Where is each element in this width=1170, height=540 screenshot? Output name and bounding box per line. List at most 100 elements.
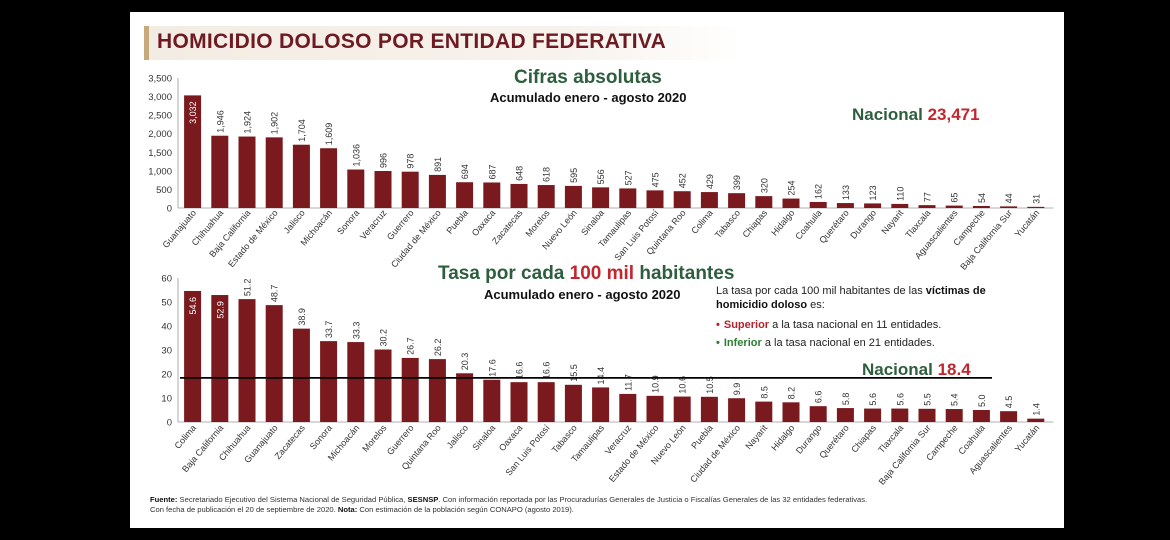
chart2-category-label: Ciudad de México <box>688 423 742 485</box>
chart2-subheading: Acumulado enero - agosto 2020 <box>484 287 681 302</box>
chart2-bar <box>891 408 909 422</box>
chart2-category-label: Puebla <box>689 423 715 451</box>
chart1-bar <box>1000 206 1018 208</box>
chart2-value-label: 6.6 <box>814 391 824 404</box>
chart2-bar <box>782 402 800 422</box>
bullet-inferior-text: a la tasa nacional en 21 entidades. <box>764 337 935 349</box>
chart2-value-label: 14.4 <box>596 367 606 385</box>
chart2-bar <box>265 305 283 422</box>
chart1-bar <box>864 203 882 208</box>
chart2-category-label: Nayarit <box>743 422 769 451</box>
chart1-value-label: 110 <box>895 187 905 201</box>
chart1-bar <box>428 174 446 208</box>
chart1-y-tick: 1,500 <box>148 148 172 159</box>
chart2-value-label: 8.2 <box>787 387 797 400</box>
chart1-y-tick: 3,500 <box>148 74 172 85</box>
chart2-value-label: 30.2 <box>379 329 389 347</box>
chart1-value-label: 54 <box>977 193 987 203</box>
bullet-superior: • Superior a la tasa nacional en 11 entid… <box>716 319 942 331</box>
chart1-value-label: 1,036 <box>351 144 361 167</box>
chart2-note: La tasa por cada 100 mil habitantes de l… <box>716 284 1036 312</box>
chart1-category-label: Jalisco <box>282 208 307 236</box>
chart2-bar <box>864 408 882 422</box>
bullet-superior-text: a la tasa nacional en 11 entidades. <box>772 319 942 331</box>
chart2-bar <box>347 342 365 422</box>
chart2-bar <box>564 384 582 422</box>
chart1-value-label: 475 <box>651 172 661 187</box>
chart2-heading-pre: Tasa por cada <box>438 263 565 284</box>
chart1-y-tick: 2,500 <box>148 111 172 122</box>
chart1-value-label: 1,924 <box>243 111 253 134</box>
chart2-value-label: 15.5 <box>569 364 579 382</box>
chart1-y-tick: 1,000 <box>148 166 172 177</box>
chart1-bar <box>646 190 664 208</box>
chart2-value-label: 5.6 <box>895 393 905 406</box>
bullet-inferior: • Inferior a la tasa nacional en 21 entid… <box>716 337 935 349</box>
chart1-category-label: Tabasco <box>713 208 742 240</box>
chart1-category-label: Morelos <box>523 207 552 238</box>
chart2-bar <box>510 382 528 422</box>
chart1-bar <box>755 196 773 208</box>
chart2-value-label: 33.3 <box>351 322 361 340</box>
chart1-category-label: Veracruz <box>358 207 389 241</box>
chart1-bar <box>809 201 827 208</box>
chart1-value-label: 687 <box>487 164 497 179</box>
chart1-value-label: 399 <box>732 175 742 190</box>
chart2-bar <box>401 357 419 422</box>
chart2-bar <box>755 401 773 422</box>
note-post: es: <box>810 299 825 311</box>
chart2-bar <box>918 408 936 422</box>
chart2-value-label: 51.2 <box>243 279 253 297</box>
chart2-y-tick: 60 <box>161 274 172 285</box>
chart2-category-label: Sinaloa <box>470 423 497 452</box>
chart1-category-label: Hidalgo <box>769 208 796 238</box>
chart1-value-label: 527 <box>623 170 633 185</box>
chart1-national-label: Nacional <box>852 105 923 124</box>
chart2-value-label: 17.6 <box>487 359 497 377</box>
chart2-y-tick: 0 <box>167 418 172 429</box>
footer-fuente-label: Fuente: <box>150 495 178 504</box>
chart2-category-label: Estado de México <box>607 423 661 484</box>
chart2-bar <box>809 406 827 422</box>
footer-sesnsp: SESNSP <box>407 495 439 504</box>
chart1-value-label: 1,704 <box>297 119 307 142</box>
chart1-category-label: Chiapas <box>740 207 769 239</box>
chart2-value-label: 16.6 <box>542 362 552 380</box>
chart2-bar <box>184 290 202 422</box>
chart1-value-label: 320 <box>759 178 769 193</box>
chart2-value-label: 10.9 <box>651 375 661 393</box>
chart1-y-tick: 500 <box>156 185 172 196</box>
chart2-y-tick: 40 <box>161 322 172 333</box>
chart2-heading-highlight: 100 mil <box>569 263 635 284</box>
chart1-category-label: Estado de México <box>226 208 280 269</box>
chart1-bar <box>211 135 229 208</box>
chart1-value-label: 254 <box>787 181 797 196</box>
chart1-value-label: 1,946 <box>215 110 225 133</box>
chart2-bar <box>320 341 338 422</box>
chart2-category-label: Sonora <box>308 423 334 452</box>
chart1-value-label: 978 <box>406 154 416 169</box>
chart1-value-label: 44 <box>1004 193 1014 203</box>
chart1-y-tick: 3,000 <box>148 92 172 103</box>
chart1-value-label: 694 <box>460 164 470 179</box>
chart1-bar <box>401 171 419 208</box>
chart2-value-label: 26.7 <box>406 337 416 355</box>
chart1-bar <box>510 183 528 208</box>
chart2-value-label: 48.7 <box>270 285 280 303</box>
chart1-value-label: 3,032 <box>188 101 198 124</box>
chart2-value-label: 54.6 <box>188 297 198 315</box>
chart1-category-label: Colima <box>689 208 715 236</box>
chart1-value-label: 556 <box>596 169 606 184</box>
chart2-bar <box>728 398 746 422</box>
chart2-y-tick: 50 <box>161 298 172 309</box>
chart2-y-tick: 30 <box>161 346 172 357</box>
note-bold: víctimas de homicidio doloso <box>716 285 986 311</box>
chart1-value-label: 1,609 <box>324 123 334 146</box>
chart1-value-label: 452 <box>678 173 688 188</box>
chart1-category-label: Oaxaca <box>470 208 498 238</box>
chart1-bar <box>945 205 963 208</box>
chart2-value-label: 4.5 <box>1004 396 1014 409</box>
chart1-bar <box>619 188 637 208</box>
chart1-bar <box>483 182 501 208</box>
chart1-bar <box>782 198 800 208</box>
